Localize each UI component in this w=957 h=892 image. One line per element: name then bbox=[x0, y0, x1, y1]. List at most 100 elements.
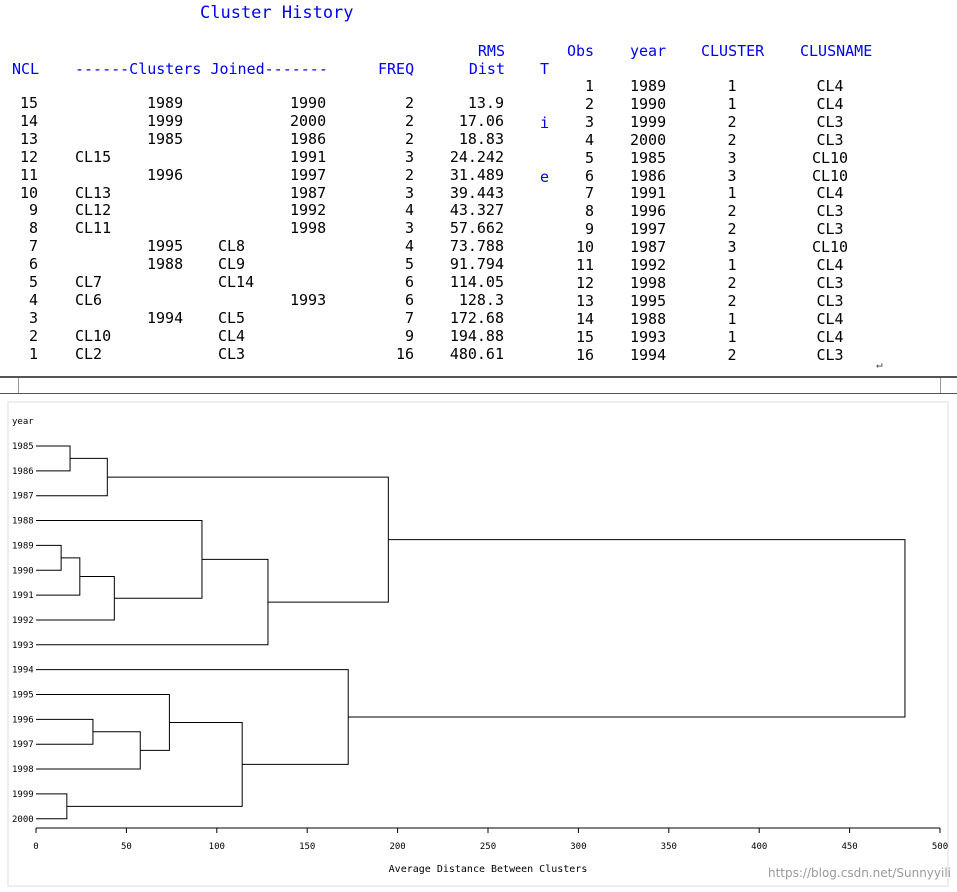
dendrogram-panel: year Average Distance Between Clusters 1… bbox=[0, 396, 957, 888]
leaf-label: 1986 bbox=[12, 467, 34, 477]
history-cell-dist: 57.662 bbox=[449, 219, 504, 238]
leaf-label: 1987 bbox=[12, 492, 34, 502]
x-tick-label: 100 bbox=[209, 842, 225, 852]
member-cell-obs: 8 bbox=[584, 202, 594, 221]
member-cell-cluster: 2 bbox=[727, 345, 737, 364]
history-cell-dist: 172.68 bbox=[449, 308, 504, 327]
member-cell-year: 1985 bbox=[630, 148, 667, 167]
watermark: https://blog.csdn.net/Sunnyyili bbox=[768, 866, 951, 880]
history-cell-freq: 7 bbox=[404, 308, 414, 327]
merge-link-cl7 bbox=[36, 694, 170, 751]
history-cell-d: 1992 bbox=[290, 201, 327, 220]
member-cell-cluster: 1 bbox=[727, 184, 737, 203]
divider-line-bottom bbox=[0, 393, 957, 394]
history-cell-freq: 2 bbox=[404, 111, 414, 130]
x-tick-label: 250 bbox=[480, 842, 496, 852]
history-cell-ncl: 6 bbox=[28, 255, 38, 274]
member-cell-cluster: 1 bbox=[727, 327, 737, 346]
plot-frame-border bbox=[7, 401, 949, 887]
member-cell-obs: 5 bbox=[584, 148, 594, 167]
history-cell-d: 2000 bbox=[290, 111, 327, 130]
header-dist: Dist bbox=[468, 60, 505, 78]
history-cell-ncl: 4 bbox=[28, 290, 38, 309]
merge-link-cl4 bbox=[36, 558, 269, 646]
x-tick-label: 0 bbox=[33, 842, 38, 852]
member-cell-year: 1988 bbox=[630, 309, 667, 328]
member-cell-clusname: CL4 bbox=[816, 94, 844, 113]
member-cell-cluster: 2 bbox=[727, 220, 737, 239]
history-cell-ncl: 15 bbox=[19, 94, 38, 112]
history-cell-d: 1997 bbox=[290, 165, 327, 184]
history-cell-b: 1985 bbox=[147, 129, 184, 148]
history-cell-freq: 4 bbox=[404, 237, 414, 256]
history-cell-a: CL6 bbox=[75, 290, 103, 309]
leaf-label: 1999 bbox=[12, 790, 34, 800]
history-cell-dist: 194.88 bbox=[449, 326, 504, 345]
member-cell-obs: 14 bbox=[575, 309, 594, 328]
member-cell-obs: 7 bbox=[584, 184, 594, 203]
history-cell-dist: 18.83 bbox=[458, 129, 504, 148]
member-cell-cluster: 3 bbox=[727, 166, 737, 185]
history-cell-d: 1986 bbox=[290, 129, 327, 148]
history-cell-c: CL9 bbox=[218, 255, 246, 274]
member-cell-obs: 1 bbox=[584, 77, 594, 95]
x-tick-label: 450 bbox=[841, 842, 857, 852]
member-cell-clusname: CL4 bbox=[816, 327, 844, 346]
history-cell-ncl: 13 bbox=[19, 129, 38, 148]
history-cell-c: CL14 bbox=[218, 273, 255, 291]
history-cell-ncl: 3 bbox=[28, 308, 38, 327]
member-cell-year: 1995 bbox=[630, 291, 667, 310]
history-cell-dist: 24.242 bbox=[449, 147, 504, 166]
member-cell-obs: 9 bbox=[584, 220, 594, 239]
history-cell-freq: 3 bbox=[404, 183, 414, 202]
member-cell-obs: 13 bbox=[575, 291, 594, 310]
member-cell-year: 1993 bbox=[630, 327, 667, 346]
history-cell-ncl: 8 bbox=[28, 219, 38, 238]
leaf-label: 1996 bbox=[12, 715, 34, 725]
member-cell-cluster: 1 bbox=[727, 309, 737, 328]
member-cell-year: 1986 bbox=[630, 166, 667, 185]
history-cell-b: 1994 bbox=[147, 308, 184, 327]
leaf-label: 1990 bbox=[12, 566, 34, 576]
member-cell-cluster: 2 bbox=[727, 112, 737, 131]
y-axis-label: year bbox=[12, 417, 34, 427]
history-cell-dist: 17.06 bbox=[458, 111, 504, 130]
history-cell-dist: 480.61 bbox=[449, 344, 504, 363]
merge-link-cl5 bbox=[66, 721, 243, 807]
divider-bar bbox=[18, 378, 941, 393]
history-cell-a: CL15 bbox=[75, 147, 112, 166]
member-cell-year: 1989 bbox=[630, 77, 667, 95]
history-cell-b: 1999 bbox=[147, 111, 184, 130]
member-cell-obs: 12 bbox=[575, 273, 594, 292]
header-cluster: CLUSTER bbox=[701, 42, 765, 60]
member-cell-clusname: CL3 bbox=[816, 112, 844, 131]
history-cell-freq: 3 bbox=[404, 219, 414, 238]
member-cell-clusname: CL3 bbox=[816, 291, 844, 310]
history-cell-dist: 13.9 bbox=[467, 94, 504, 112]
member-cell-obs: 3 bbox=[584, 112, 594, 131]
history-cell-freq: 3 bbox=[404, 147, 414, 166]
history-cell-dist: 39.443 bbox=[449, 183, 504, 202]
history-cell-c: CL3 bbox=[218, 344, 246, 363]
history-cell-b: 1989 bbox=[147, 94, 184, 112]
member-cell-year: 1994 bbox=[630, 345, 667, 364]
x-tick-label: 50 bbox=[121, 842, 132, 852]
member-cell-year: 2000 bbox=[630, 130, 667, 149]
history-cell-b: 1996 bbox=[147, 165, 184, 184]
merge-link-cl13 bbox=[36, 445, 71, 472]
x-tick-label: 200 bbox=[389, 842, 405, 852]
merge-link-cl3 bbox=[36, 669, 349, 765]
member-cell-clusname: CL4 bbox=[816, 309, 844, 328]
history-cell-ncl: 1 bbox=[28, 344, 38, 363]
header-freq: FREQ bbox=[378, 60, 415, 78]
member-cell-year: 1996 bbox=[630, 202, 667, 221]
leaf-label: 1988 bbox=[12, 517, 34, 527]
leaf-label: 1993 bbox=[12, 641, 34, 651]
member-cell-year: 1987 bbox=[630, 238, 667, 257]
header-tie-e: e bbox=[540, 168, 550, 186]
merge-link-cl14 bbox=[36, 793, 68, 820]
member-cell-obs: 15 bbox=[575, 327, 594, 346]
member-cell-year: 1990 bbox=[630, 94, 667, 113]
leaf-label: 1997 bbox=[12, 740, 34, 750]
history-cell-a: CL10 bbox=[75, 326, 112, 345]
